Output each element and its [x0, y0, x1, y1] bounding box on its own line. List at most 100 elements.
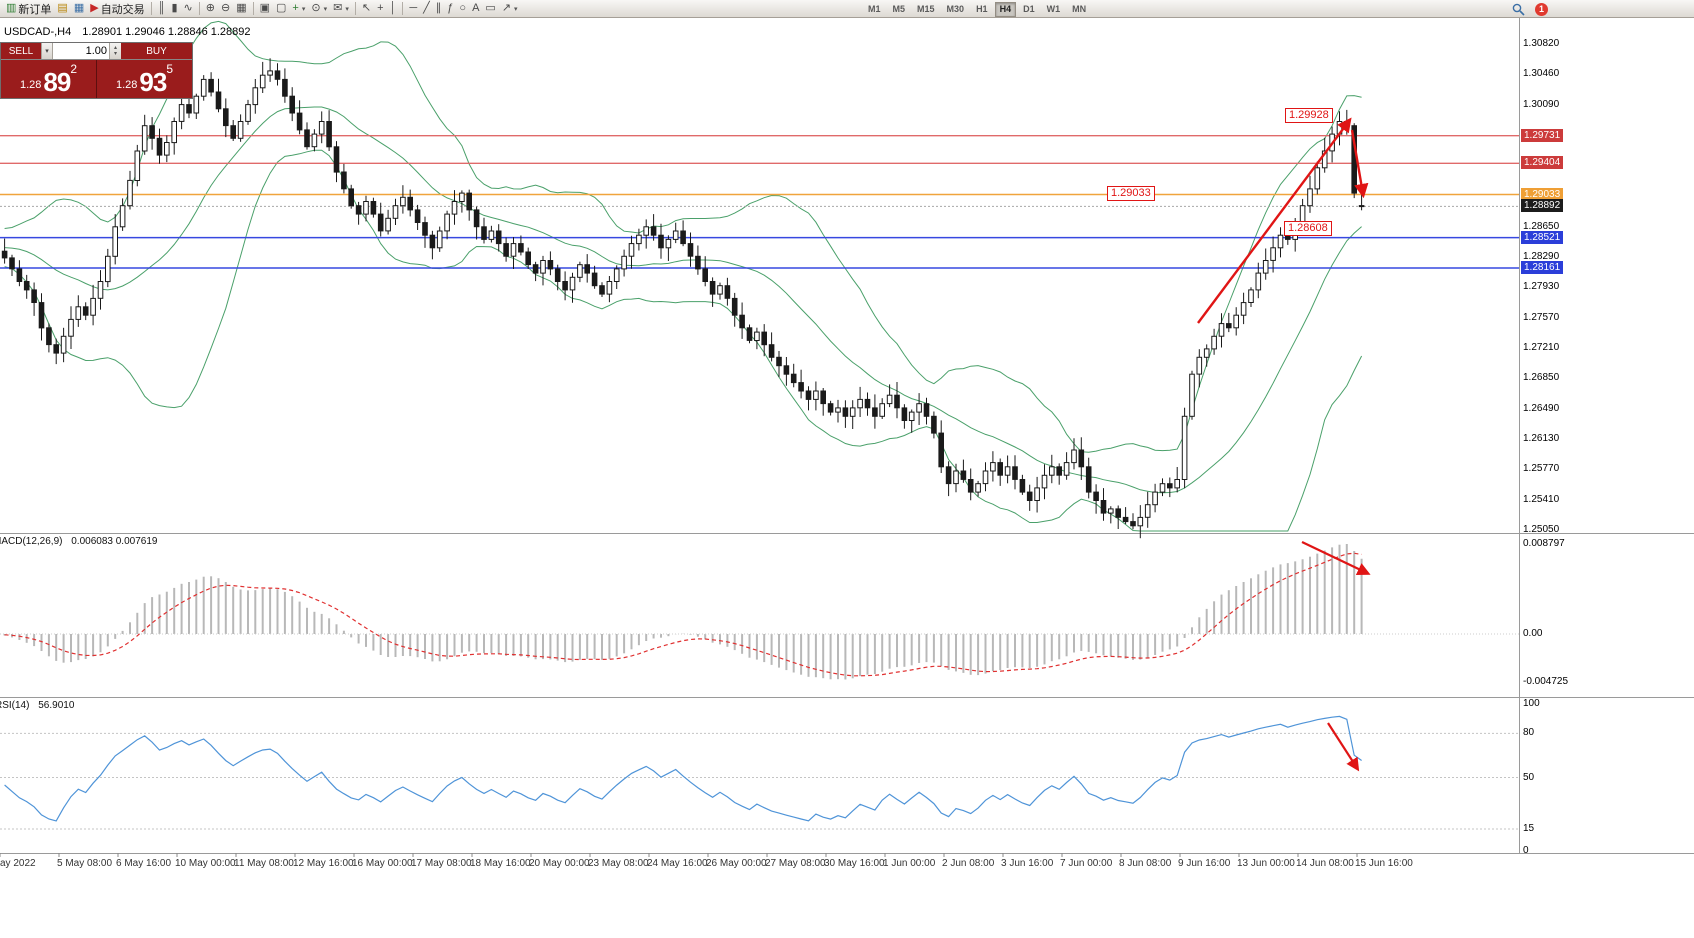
- toolbar-new-order[interactable]: ▥ 新订单: [3, 1, 54, 17]
- volume-input[interactable]: [53, 45, 109, 57]
- price-annotation-box[interactable]: 1.29033: [1107, 186, 1155, 201]
- sell-dropdown-icon[interactable]: ▾: [41, 43, 53, 59]
- ohlc-values: 1.28901 1.29046 1.28846 1.28892: [82, 26, 251, 38]
- price-scale[interactable]: 1.30820 1.30460 1.30090 1.29731 1.29404 1.290…: [1519, 0, 1694, 938]
- bar-chart-mode-icon: ║: [157, 2, 166, 14]
- toolbar-text-tool[interactable]: A: [469, 1, 482, 17]
- sell-button[interactable]: SELL: [1, 43, 41, 59]
- price-scale-label: 1.26850: [1523, 372, 1560, 384]
- price-scale-label: 1.28650: [1523, 220, 1560, 232]
- toolbar-separator: [354, 2, 356, 15]
- buy-button[interactable]: BUY: [121, 43, 192, 59]
- search-icon[interactable]: [1512, 3, 1525, 16]
- rsi-value: 56.9010: [38, 700, 75, 711]
- toolbar-arrows-tool[interactable]: ↗ ▾: [499, 1, 521, 17]
- vertical-line-tool-icon: │: [389, 2, 397, 14]
- cascade-windows-icon: ▢: [276, 2, 287, 14]
- notification-badge-icon[interactable]: 1: [1535, 2, 1548, 16]
- market-watch-icon: ▦: [73, 2, 85, 14]
- toolbar-crosshair-tool[interactable]: +: [374, 1, 386, 17]
- time-label: 6 May 16:00: [116, 858, 171, 869]
- time-label: 23 May 08:00: [588, 858, 649, 869]
- timeframe-d1[interactable]: D1: [1023, 3, 1035, 14]
- toolbar-label-tool[interactable]: ▭: [482, 1, 498, 17]
- charts-window-icon: ▤: [57, 2, 68, 14]
- time-label: 13 Jun 00:00: [1237, 858, 1295, 869]
- toolbar-grid[interactable]: ▦: [233, 1, 249, 17]
- price-scale-label: 80: [1523, 727, 1535, 739]
- toolbar-candlestick-mode[interactable]: ▮: [168, 1, 180, 17]
- toolbar-trendline-tool[interactable]: ╱: [420, 1, 433, 17]
- bid-quote-button[interactable]: 1.28 89 2: [1, 60, 96, 98]
- toolbar-templates-menu[interactable]: ✉ ▾: [330, 1, 352, 17]
- time-label: 30 May 16:00: [824, 858, 885, 869]
- toolbar-bar-chart-mode[interactable]: ║: [155, 1, 169, 17]
- price-scale-label: 1.29731: [1521, 128, 1564, 142]
- time-axis[interactable]: ay 2022 5 May 08:00 6 May 16:00 10 May 00:0…: [0, 853, 1413, 869]
- toolbar-zoom-out[interactable]: ⊖: [218, 1, 233, 17]
- timeframe-group: M1 M5 M15 M30 H1 H4 D1 W1 MN: [862, 1, 1092, 17]
- time-label: 26 May 00:00: [706, 858, 767, 869]
- toolbar-separator: [198, 2, 200, 15]
- price-annotation-box[interactable]: 1.28608: [1284, 221, 1332, 236]
- toolbar-tile-windows[interactable]: ▣: [257, 1, 273, 17]
- toolbar-horizontal-line-tool[interactable]: ─: [406, 1, 420, 17]
- toolbar-line-chart-mode[interactable]: ∿: [181, 1, 196, 17]
- templates-menu-icon: ✉: [333, 2, 343, 14]
- trend-arrows[interactable]: [1197, 117, 1371, 772]
- toolbar-vertical-line-tool[interactable]: │: [387, 1, 400, 17]
- toolbar-charts-window[interactable]: ▤: [54, 1, 70, 17]
- toolbar-separator: [150, 2, 152, 15]
- price-scale-label: 0.00: [1523, 628, 1543, 639]
- price-scale-label: 1.26130: [1523, 433, 1560, 445]
- timeframe-h1[interactable]: H1: [976, 3, 988, 14]
- timeframe-w1[interactable]: W1: [1046, 3, 1061, 14]
- price-scale-label: 100: [1523, 698, 1540, 709]
- chart-title: USDCAD-,H4 1.28901 1.29046 1.28846 1.288…: [4, 26, 251, 38]
- price-scale-label: 50: [1523, 771, 1535, 783]
- macd-name: MACD(12,26,9): [0, 536, 63, 547]
- shapes-tool-icon: ○: [459, 2, 467, 14]
- toolbar-shapes-tool[interactable]: ○: [456, 1, 469, 17]
- toolbar-cursor-tool[interactable]: ↖: [359, 1, 374, 17]
- time-label: 9 Jun 16:00: [1178, 858, 1231, 869]
- timeframe-m1[interactable]: M1: [868, 3, 881, 14]
- label-tool-icon: ▭: [485, 2, 496, 14]
- toolbar-channel-tool[interactable]: ∥: [433, 1, 445, 17]
- toolbar-indicators-add[interactable]: + ▾: [289, 1, 308, 17]
- ask-quote-button[interactable]: 1.28 93 5: [97, 60, 192, 98]
- toolbar-auto-trading[interactable]: ▶ 自动交易: [87, 1, 147, 17]
- auto-trading-icon: ▶: [90, 2, 99, 14]
- price-scale-label: 1.29033: [1521, 187, 1564, 201]
- toolbar-buttons: ▥ 新订单 ▤ ▦ ▶ 自动交易 ║ ▮ ∿ ⊕ ⊖ ▦ ▣ ▢ + ▾ ⊙ ▾ ✉ ▾ ↖ + │ ─ ╱ ∥ ƒ ○ A ▭ ↗ ▾: [3, 0, 521, 17]
- macd-values: 0.006083 0.007619: [71, 536, 158, 547]
- price-scale-label: 1.30460: [1523, 68, 1560, 80]
- toolbar-fibonacci-tool[interactable]: ƒ: [444, 1, 456, 17]
- timeframe-m5[interactable]: M5: [892, 3, 906, 14]
- timeframe-h4[interactable]: H4: [994, 1, 1017, 17]
- time-label: 18 May 16:00: [470, 858, 531, 869]
- candlestick-mode-icon: ▮: [171, 2, 178, 14]
- toolbar-market-watch[interactable]: ▦: [71, 1, 87, 17]
- indicators-add-dropdown-icon: ▾: [301, 5, 306, 13]
- timeframe-m30[interactable]: M30: [946, 3, 965, 14]
- time-label: ay 2022: [0, 858, 36, 869]
- timeframe-mn[interactable]: MN: [1072, 3, 1087, 14]
- macd-signal-line: [4, 552, 1362, 677]
- bid-pipette-digit: 2: [70, 62, 78, 76]
- periods-menu-dropdown-icon: ▾: [323, 5, 328, 13]
- toolbar-periods-menu[interactable]: ⊙ ▾: [308, 1, 330, 17]
- price-scale-label: 1.28290: [1523, 251, 1560, 263]
- volume-stepper[interactable]: ▴ ▾: [109, 43, 121, 59]
- timeframe-m15[interactable]: M15: [917, 3, 935, 14]
- toolbar-cascade-windows[interactable]: ▢: [273, 1, 289, 17]
- price-scale-label: 1.25050: [1523, 524, 1560, 535]
- time-label: 12 May 16:00: [293, 858, 354, 869]
- price-annotation-box[interactable]: 1.29928: [1285, 108, 1333, 123]
- periods-menu-icon: ⊙: [311, 2, 321, 14]
- price-scale-label: 1.28521: [1521, 230, 1564, 244]
- toolbar-zoom-in[interactable]: ⊕: [203, 1, 218, 17]
- time-label: 27 May 08:00: [765, 858, 826, 869]
- toolbar-right-icons: 1: [1512, 1, 1548, 17]
